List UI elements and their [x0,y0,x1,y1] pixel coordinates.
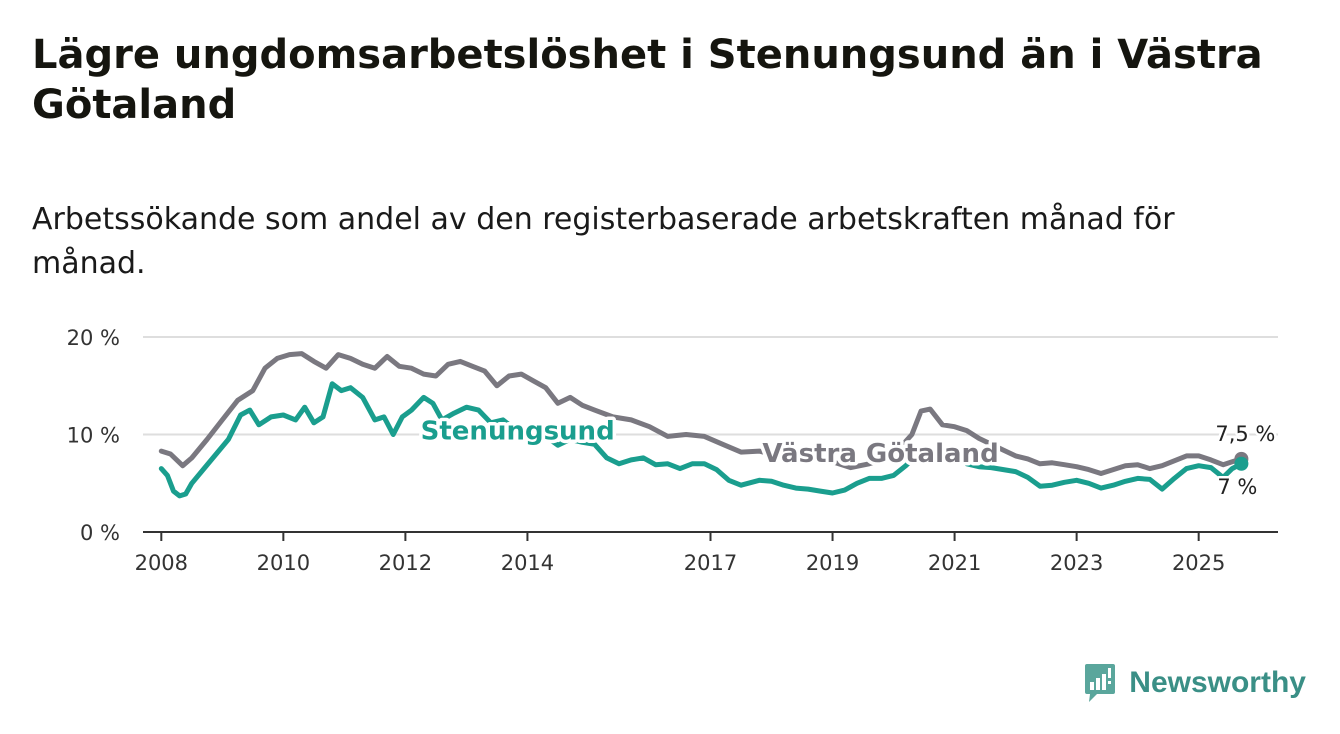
end-label-stenungsund: 7 % [1217,475,1257,499]
chart-title: Lägre ungdomsarbetslöshet i Stenungsund … [32,32,1263,128]
x-tick-label: 2025 [1172,551,1225,575]
y-tick-label: 20 % [67,326,120,350]
chart-subtitle: Arbetssökande som andel av den registerb… [32,202,1175,281]
x-tick-label: 2012 [379,551,432,575]
series-label-stenungsund: Stenungsund [421,417,615,447]
end-marker-stenungsund [1234,456,1249,471]
x-tick-label: 2008 [135,551,188,575]
newsworthy-icon [1085,664,1116,702]
gridlines [143,336,1278,533]
series-labels: Stenungsund Västra Götaland 7,5 % 7 % [417,413,1278,501]
series-line-stenungsund [158,381,1244,499]
brand-logo[interactable]: Newsworthy [1083,662,1306,704]
y-tick-label: 0 % [80,521,120,545]
x-tick-label: 2021 [928,551,981,575]
series-lines [158,351,1249,499]
axis-ticks: 0 % 10 % 20 % 2008 2010 2012 2014 2017 2019 2021 2… [67,326,1226,575]
series-line-v-stra-g-taland [158,351,1244,476]
line-chart: 0 % 10 % 20 % 2008 2010 2012 2014 2017 2019 2021 2… [67,326,1278,575]
end-label-vastra-gotaland: 7,5 % [1215,422,1275,446]
x-tick-label: 2010 [257,551,310,575]
x-tick-label: 2017 [684,551,737,575]
y-tick-label: 10 % [67,424,120,448]
x-tick-label: 2019 [806,551,859,575]
x-tick-label: 2023 [1050,551,1103,575]
x-tick-label: 2014 [501,551,554,575]
series-label-vastra-gotaland: Västra Götaland [762,439,998,469]
brand-name: Newsworthy [1129,666,1306,699]
